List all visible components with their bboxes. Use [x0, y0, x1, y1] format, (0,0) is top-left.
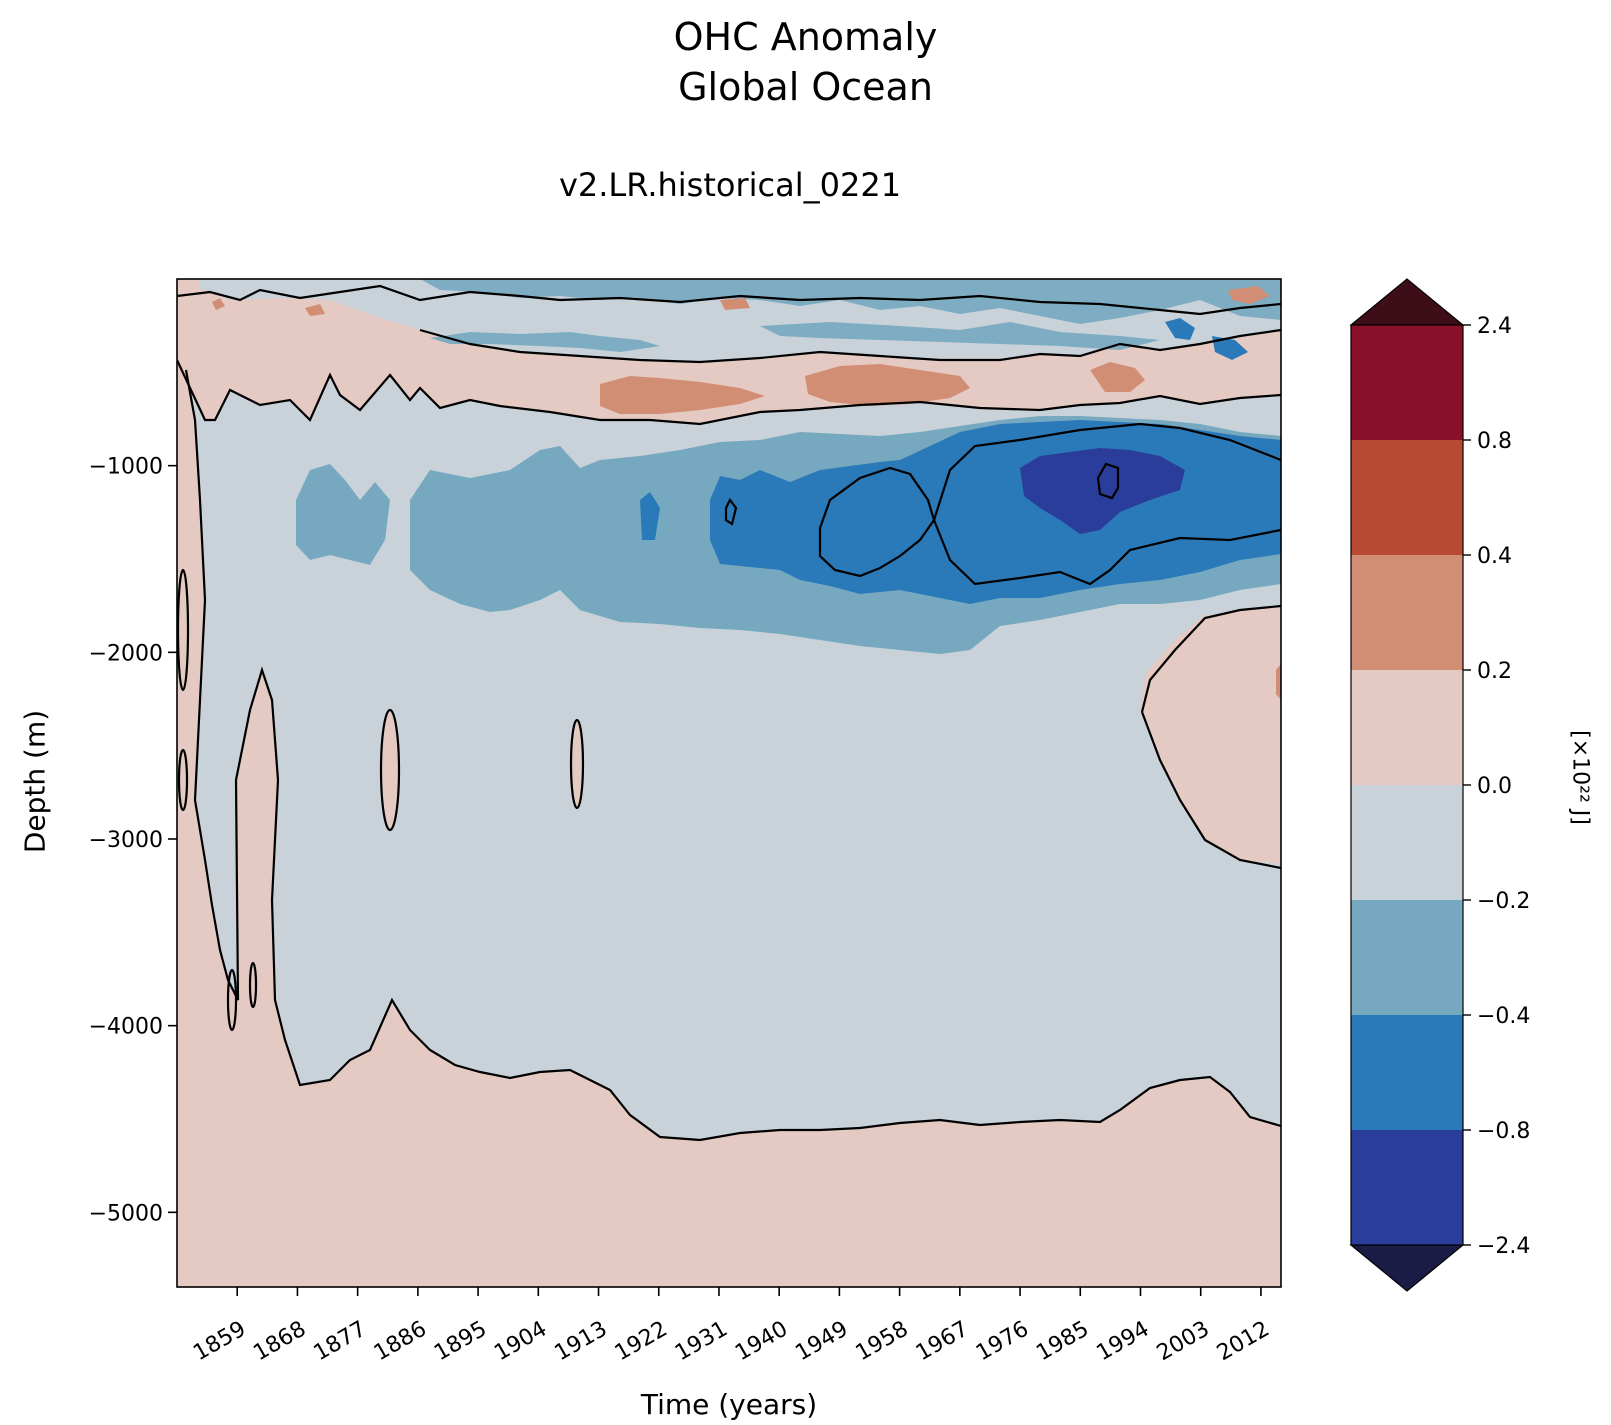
x-tick-label: 1958	[852, 1317, 913, 1367]
region-warm-ellipse-2	[571, 720, 583, 808]
contour-core	[1096, 462, 1120, 500]
x-tick-label: 1904	[490, 1317, 551, 1367]
colorbar-tick-label: −0.4	[1477, 1004, 1530, 1029]
colorbar-segment	[1351, 325, 1463, 441]
contour-deep-right	[1140, 604, 1281, 870]
x-tick-label: 1931	[671, 1317, 732, 1367]
colorbar-tick-label: −0.8	[1477, 1119, 1530, 1144]
colorbar-segment	[1351, 1130, 1463, 1246]
colorbar-tick-label: −0.2	[1477, 889, 1530, 914]
colorbar-tick-label: 0.8	[1477, 429, 1512, 454]
x-tick-label: 1949	[791, 1317, 852, 1367]
x-tick-label: 1940	[731, 1317, 792, 1367]
region-warm-band-2	[805, 364, 970, 406]
region-cool-surface-c	[760, 322, 1160, 350]
x-tick-label: 1877	[310, 1317, 371, 1367]
contour-ellipse-2	[569, 718, 585, 810]
contour-ellipse-3	[177, 568, 190, 692]
plot-area	[177, 279, 1281, 1287]
colorbar-tick-label: −2.4	[1477, 1234, 1530, 1259]
region-cold-surface	[1165, 318, 1248, 360]
region-warm-upper	[177, 279, 1281, 424]
y-tick-label: −1000	[89, 455, 163, 480]
y-axis-ticks: −1000 −2000 −3000 −4000 −5000	[89, 455, 177, 1226]
x-tick-label: 1868	[249, 1317, 310, 1367]
x-tick-label: 1886	[370, 1317, 431, 1367]
contour-zero-surface	[177, 284, 1281, 316]
colorbar-segment	[1351, 1015, 1463, 1131]
region-warm-deep-right-b	[1276, 664, 1281, 700]
chart-title-line1: OHC Anomaly	[673, 15, 938, 59]
contour-zero-upper	[177, 359, 1281, 426]
contour-cold-2	[932, 422, 1281, 586]
x-tick-label: 1922	[611, 1317, 672, 1367]
colorbar-segment	[1351, 555, 1463, 671]
contour-zero-main	[184, 369, 1281, 1142]
colorbar-tick-label: 0.2	[1477, 659, 1512, 684]
y-tick-label: −3000	[89, 828, 163, 853]
x-tick-label: 2012	[1213, 1317, 1274, 1367]
x-tick-label: 1976	[972, 1317, 1033, 1367]
colorbar-segment	[1351, 670, 1463, 786]
chart-subtitle: v2.LR.historical_0221	[558, 166, 902, 204]
x-tick-label: 1985	[1032, 1317, 1093, 1367]
colorbar-segment	[1351, 785, 1463, 901]
colorbar-segment	[1351, 440, 1463, 556]
x-tick-label: 2003	[1153, 1317, 1214, 1367]
y-tick-label: −5000	[89, 1201, 163, 1226]
colorbar-tick-label: 2.4	[1477, 314, 1512, 339]
y-axis-label: Depth (m)	[18, 709, 52, 854]
x-tick-label: 1967	[912, 1317, 973, 1367]
region-warm-band-1	[600, 376, 765, 414]
region-warm-band-3	[1090, 362, 1145, 392]
contour-ellipse-5	[226, 968, 238, 1032]
plot-frame	[176, 278, 1282, 1288]
contour-ellipse-4	[177, 748, 189, 812]
contour-small-core	[724, 497, 738, 526]
contour-cold-1	[818, 466, 936, 578]
region-warm-band-4	[212, 286, 1270, 316]
x-tick-label: 1994	[1092, 1317, 1153, 1367]
colorbar-tick-label: 0.4	[1477, 544, 1512, 569]
y-tick-label: −2000	[89, 641, 163, 666]
colorbar-segment	[1351, 900, 1463, 1016]
region-cool-surface	[420, 279, 1281, 324]
y-tick-label: −4000	[89, 1015, 163, 1040]
colorbar-extend-min	[1349, 1244, 1465, 1292]
contour-zero-mid	[419, 328, 1281, 364]
colorbar-label: [×10²² J]	[1567, 730, 1593, 825]
region-coldest-core	[1020, 448, 1185, 534]
x-tick-label: 1913	[551, 1317, 612, 1367]
region-warm-deep-right	[1142, 606, 1281, 862]
x-axis-label: Time (years)	[640, 1388, 818, 1421]
colorbar-tick-label: 0.0	[1477, 774, 1512, 799]
colorbar-extend-max	[1349, 278, 1465, 326]
x-axis-ticks: 1859 1868 1877 1886 1895 1904 1913 1922 1931 1940…	[189, 1287, 1274, 1366]
region-cool-surface-b	[430, 332, 660, 352]
x-tick-label: 1895	[430, 1317, 491, 1367]
contour-ellipse-1	[379, 708, 401, 832]
x-tick-label: 1859	[189, 1317, 250, 1367]
contour-lines	[177, 284, 1281, 1142]
region-warm-ellipse-1	[381, 710, 399, 830]
chart-title-line2: Global Ocean	[678, 65, 933, 109]
contour-ellipse-6	[248, 961, 258, 1009]
colorbar: 2.4 0.8 0.4 0.2 0.0 −0.2 −0.4 −0.8 −2.4	[1349, 278, 1530, 1292]
